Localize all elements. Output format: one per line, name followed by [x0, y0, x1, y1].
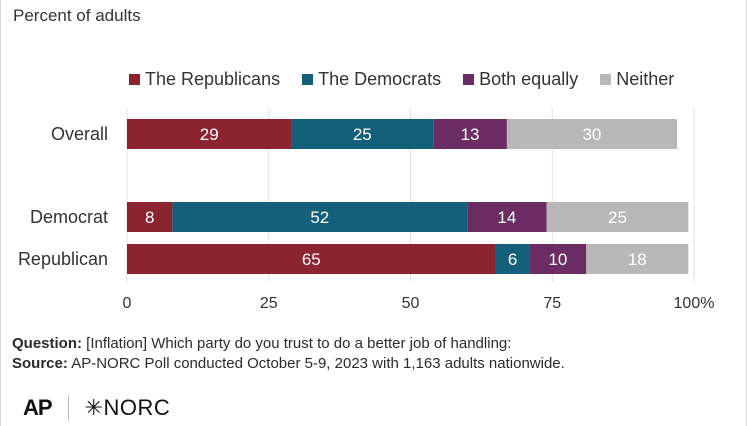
- legend-item-neither: Neither: [600, 69, 674, 90]
- bar-value-label: 13: [461, 125, 480, 144]
- left-frame-line: [0, 0, 1, 426]
- bar-value-label: 30: [582, 125, 601, 144]
- chart-notes: Question: [Inflation] Which party do you…: [12, 334, 565, 374]
- bar-segment: [127, 119, 292, 149]
- legend-swatch: [129, 74, 140, 85]
- bar-value-label: 52: [310, 208, 329, 227]
- legend-swatch: [463, 74, 475, 85]
- source-note: Source: AP-NORC Poll conducted October 5…: [12, 354, 565, 374]
- logo-divider: [67, 395, 69, 421]
- legend-label: The Democrats: [318, 69, 442, 89]
- bar-segment: [506, 119, 677, 149]
- legend-label: Neither: [616, 69, 675, 89]
- chart-legend: The Republicans The Democrats Both equal…: [129, 69, 674, 90]
- bar-segment: [529, 244, 587, 274]
- stacked-bar-chart: 0 25 50 75 100% Overall 29 25 13 30 Democrat 8 52 14 2…: [18, 108, 715, 312]
- x-tick-label: 75: [543, 295, 561, 312]
- bar-segment: [291, 119, 434, 149]
- x-tick-label: 50: [402, 295, 420, 312]
- legend-label: The Republicans: [145, 69, 281, 89]
- legend-swatch: [600, 74, 612, 85]
- bar-value-label: 29: [200, 125, 219, 144]
- question-text: [Inflation] Which party do you trust to …: [82, 335, 512, 352]
- legend-item-democrats: The Democrats: [302, 69, 441, 90]
- legend-item-republicans: The Republicans: [129, 69, 280, 90]
- bar-value-label: 18: [628, 250, 647, 269]
- x-tick-label: 100%: [674, 295, 715, 312]
- bar-value-label: 8: [145, 208, 154, 227]
- chart-subtitle: Percent of adults: [13, 6, 141, 25]
- bar-segment: [127, 202, 173, 232]
- bar-value-label: 6: [508, 250, 517, 269]
- source-text: AP-NORC Poll conducted October 5-9, 2023…: [67, 355, 565, 372]
- bar-segment: [495, 244, 530, 274]
- bar-segment: [433, 119, 507, 149]
- bar-segment: [546, 202, 689, 232]
- question-label: Question:: [12, 335, 82, 352]
- legend-swatch: [302, 74, 314, 85]
- x-tick-label: 0: [123, 295, 132, 312]
- legend-item-both-equally: Both equally: [463, 69, 578, 90]
- legend-label: Both equally: [479, 69, 579, 89]
- logo-row: AP ✳NORC: [23, 395, 170, 421]
- bar-value-label: 14: [497, 208, 516, 227]
- bar-segment: [127, 244, 496, 274]
- norc-logo: ✳NORC: [84, 395, 171, 420]
- question-note: Question: [Inflation] Which party do you…: [12, 334, 565, 354]
- category-label: Republican: [18, 249, 108, 269]
- bar-value-label: 10: [548, 250, 567, 269]
- bar-segment: [172, 202, 468, 232]
- x-tick-label: 25: [260, 295, 278, 312]
- bar-segment: [467, 202, 547, 232]
- source-label: Source:: [12, 355, 68, 372]
- bar-value-label: 25: [608, 208, 627, 227]
- category-label: Democrat: [30, 207, 108, 227]
- ap-logo: AP: [23, 395, 53, 420]
- bar-value-label: 25: [353, 125, 372, 144]
- bar-segment: [586, 244, 689, 274]
- bar-value-label: 65: [302, 250, 321, 269]
- category-label: Overall: [51, 124, 108, 144]
